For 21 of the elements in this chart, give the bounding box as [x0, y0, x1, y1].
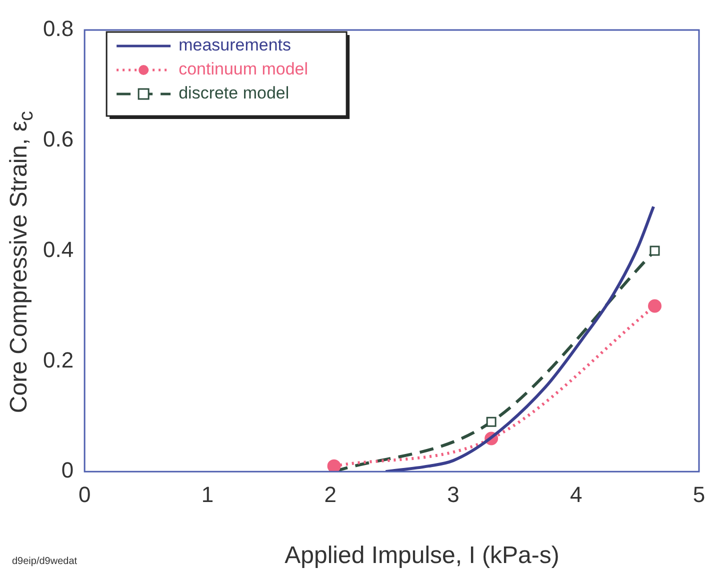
legend-label: measurements: [178, 36, 292, 55]
y-tick-label: 0.8: [42, 16, 74, 42]
y-tick-label: 0: [61, 458, 74, 483]
x-axis-title: Applied Impulse, I (kPa-s): [284, 542, 560, 570]
point: [486, 416, 496, 427]
x-tick-label: 5: [692, 482, 706, 507]
legend-label: discrete model: [178, 84, 290, 103]
x-tick-label: 4: [570, 482, 582, 507]
text: d9eip/d9wedat: [12, 556, 78, 567]
x-tick-label: 1: [201, 482, 214, 507]
x-tick-label: 3: [447, 482, 460, 507]
x-tick-label: 2: [324, 482, 336, 507]
y-tick-label: 0.6: [42, 126, 74, 152]
point: [650, 246, 660, 256]
x-tick-label: 0: [78, 482, 91, 507]
y-tick-label: 0.2: [42, 347, 74, 372]
y-tick-label: 0.4: [42, 236, 74, 262]
point: [648, 299, 662, 313]
line-series: [384, 205, 656, 472]
point: [327, 459, 341, 472]
legend-label: continuum model: [178, 60, 308, 79]
